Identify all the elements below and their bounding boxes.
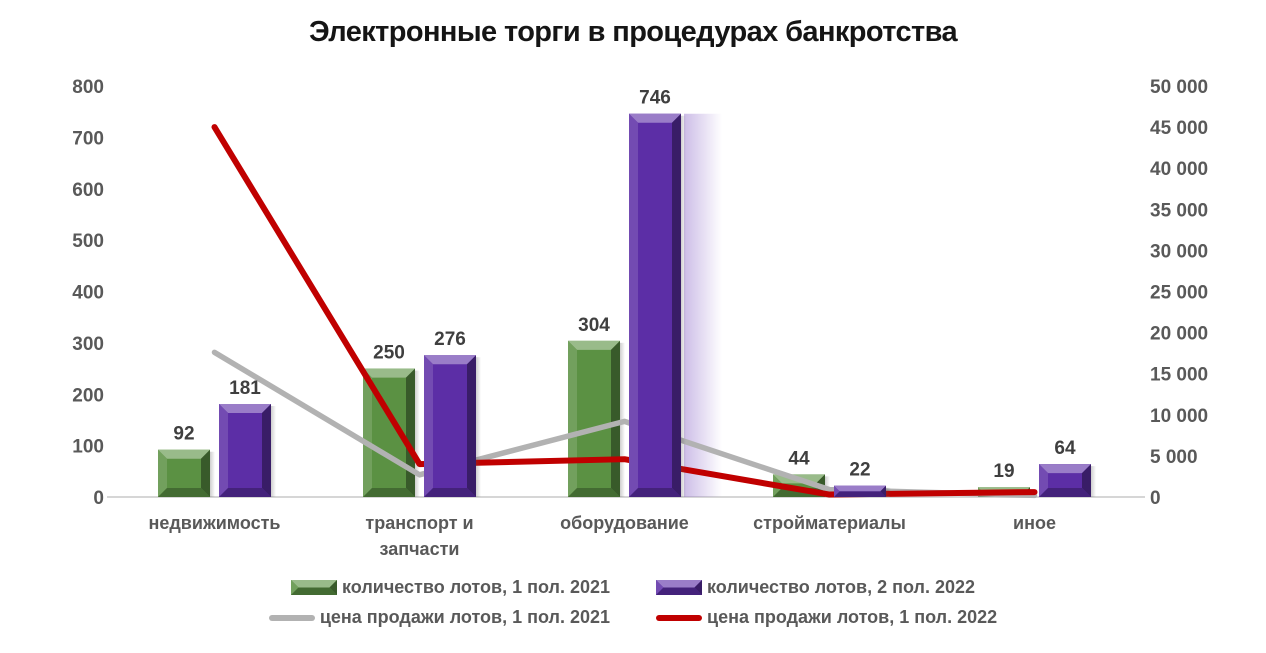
chart-legend: количество лотов, 1 пол. 2021 количество… <box>0 577 1266 628</box>
legend-label: количество лотов, 2 пол. 2022 <box>707 577 975 597</box>
green-bar-swatch-icon <box>291 580 337 595</box>
left-axis-tick: 300 <box>72 334 104 355</box>
category-label: транспорт и запчасти <box>365 513 473 559</box>
category-label: иное <box>1013 513 1056 533</box>
data-label: 44 <box>788 448 810 469</box>
bar-shadow <box>476 357 481 497</box>
right-axis-tick: 10 000 <box>1150 406 1208 427</box>
bar-shadow <box>1091 466 1096 497</box>
legend-item-lots-2021: количество лотов, 1 пол. 2021 <box>291 577 610 598</box>
line-price-2022 <box>211 124 1038 498</box>
left-axis-tick: 0 <box>93 488 104 509</box>
chart-canvas: 0 100 200 300 400 500 600 700 800 0 5 000 10 000 15 … <box>72 77 1208 559</box>
data-label: 250 <box>373 343 405 364</box>
chart-title: Электронные торги в процедурах банкротст… <box>308 16 958 48</box>
left-axis-tick: 100 <box>72 437 104 458</box>
data-label: 276 <box>434 329 466 350</box>
right-axis-tick: 25 000 <box>1150 283 1208 304</box>
data-label: 22 <box>849 460 870 481</box>
legend-label: цена продажи лотов, 1 пол. 2022 <box>707 607 998 627</box>
category-label: недвижимость <box>149 513 281 533</box>
swatch <box>656 580 702 595</box>
legend-row-bars: количество лотов, 1 пол. 2021 количество… <box>291 577 975 598</box>
bar-count-2021-0 <box>158 449 210 497</box>
gray-line-swatch-icon <box>268 614 315 621</box>
legend-item-price-2022: цена продажи лотов, 1 пол. 2022 <box>656 607 997 628</box>
legend-label: количество лотов, 1 пол. 2021 <box>342 577 610 597</box>
red-line-swatch-icon <box>656 614 702 621</box>
bar-shadow <box>681 115 686 498</box>
bar-shadow <box>271 406 276 497</box>
bar-highlight-glow <box>684 113 722 498</box>
right-axis-tick: 15 000 <box>1150 365 1208 386</box>
right-axis-tick: 40 000 <box>1150 159 1208 180</box>
data-label: 304 <box>578 315 610 336</box>
data-label: 19 <box>993 461 1014 482</box>
legend-item-lots-2022: количество лотов, 2 пол. 2022 <box>656 577 975 598</box>
right-axis-tick: 30 000 <box>1150 241 1208 262</box>
category-label: стройматериалы <box>753 513 906 533</box>
swatch <box>291 580 337 595</box>
legend-item-price-2021: цена продажи лотов, 1 пол. 2021 <box>268 607 610 628</box>
right-axis-tick: 50 000 <box>1150 77 1208 98</box>
left-axis-tick: 800 <box>72 77 104 98</box>
bar-shadow <box>415 370 420 497</box>
purple-bar-swatch-icon <box>656 580 702 595</box>
right-axis-tick: 20 000 <box>1150 324 1208 345</box>
data-label: 64 <box>1054 438 1076 459</box>
category-label: оборудование <box>560 513 689 533</box>
left-axis-tick: 400 <box>72 283 104 304</box>
left-axis-tick: 600 <box>72 180 104 201</box>
legend-row-lines: цена продажи лотов, 1 пол. 2021 цена про… <box>268 607 997 628</box>
left-axis-tick: 500 <box>72 231 104 252</box>
right-axis-tick: 45 000 <box>1150 118 1208 139</box>
bar-count-2021-2 <box>568 340 620 497</box>
bar-count-2021-1 <box>363 368 415 497</box>
data-label: 181 <box>229 378 261 399</box>
bar-shadow <box>886 487 891 497</box>
data-label: 746 <box>639 88 671 109</box>
right-axis-tick: 0 <box>1150 488 1161 509</box>
bar-count-2022-0 <box>219 404 271 497</box>
left-axis-tick: 700 <box>72 128 104 149</box>
bar-count-2022-3 <box>834 485 886 497</box>
data-label: 92 <box>173 424 194 445</box>
legend-label: цена продажи лотов, 1 пол. 2021 <box>319 607 610 627</box>
right-axis-tick: 5 000 <box>1150 447 1198 468</box>
bar-count-2022-4 <box>1039 464 1091 497</box>
right-axis-tick: 35 000 <box>1150 200 1208 221</box>
left-axis-tick: 200 <box>72 385 104 406</box>
bar-count-2022-1 <box>424 355 476 497</box>
bar-count-2022-2 <box>629 113 681 498</box>
bar-shadow <box>210 451 215 497</box>
